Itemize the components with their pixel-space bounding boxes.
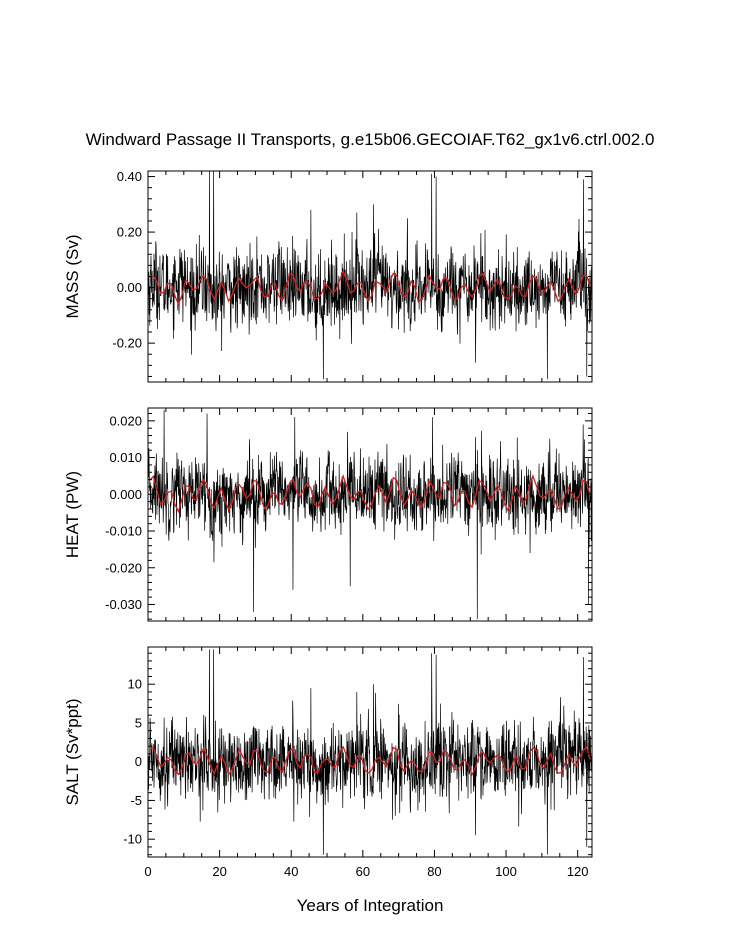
panel-1: -0.20 0.00 0.20 0.40 MASS (Sv) (63, 169, 593, 383)
y-tick-label: 0.00 (117, 280, 142, 295)
panel-2: -0.030 -0.020 -0.010 0.000 0.010 0.020 HEAT (P… (63, 407, 593, 622)
y-tick-label: -5 (130, 793, 142, 808)
y-tick-label: 0.40 (117, 169, 142, 184)
series-line-monthly (148, 409, 592, 620)
y-axis-label: MASS (Sv) (63, 234, 82, 318)
y-tick-label: -0.010 (105, 524, 142, 539)
series-line-monthly (148, 171, 592, 380)
x-tick-label: 0 (144, 864, 151, 879)
y-axis-label: SALT (Sv*ppt) (63, 698, 82, 805)
x-tick-label: 40 (284, 864, 298, 879)
y-tick-label: 0.000 (109, 487, 142, 502)
y-tick-label: -10 (123, 832, 142, 847)
x-tick-label: 20 (212, 864, 226, 879)
figure-title: Windward Passage II Transports, g.e15b06… (86, 130, 655, 149)
series-line-monthly (148, 649, 592, 855)
y-tick-label: 0.010 (109, 450, 142, 465)
plot-frame (147, 646, 593, 858)
series-line-annual-mean (149, 269, 591, 307)
y-tick-label: 0 (135, 754, 142, 769)
x-tick-label: 60 (356, 864, 370, 879)
y-axis-label: HEAT (PW) (63, 471, 82, 558)
y-tick-label: 5 (135, 715, 142, 730)
plot-frame (147, 407, 593, 622)
series-line-annual-mean (149, 474, 591, 514)
x-axis-label: Years of Integration (297, 896, 444, 915)
y-tick-label: 0.20 (117, 225, 142, 240)
x-tick-label: 120 (567, 864, 589, 879)
y-tick-label: 0.020 (109, 413, 142, 428)
y-tick-label: -0.030 (105, 597, 142, 612)
y-tick-label: -0.20 (112, 336, 142, 351)
series-line-annual-mean (149, 745, 591, 777)
x-tick-label: 80 (427, 864, 441, 879)
x-tick-label: 100 (495, 864, 517, 879)
y-tick-label: 10 (128, 677, 142, 692)
y-tick-label: -0.020 (105, 560, 142, 575)
